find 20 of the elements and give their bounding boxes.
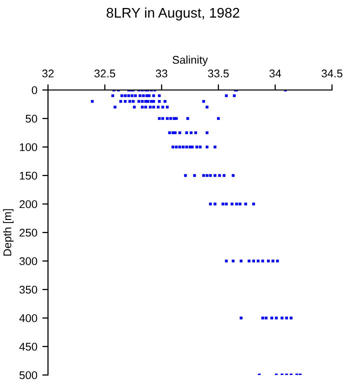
y-tick-label: 400 (19, 314, 38, 322)
y-tick-label: 250 (20, 228, 38, 237)
y-tick-label: 350 (19, 286, 38, 294)
y-axis-title: Depth [m] (3, 209, 14, 256)
y-tick-label: 50 (26, 114, 38, 123)
chart-title: 8LRY in August, 1982 (106, 8, 240, 20)
x-tick-label: 32 (42, 70, 54, 78)
x-tick-label: 33 (156, 70, 168, 78)
y-tick-label: 300 (19, 257, 38, 266)
y-tick-label: 150 (20, 172, 38, 180)
y-tick-label: 0 (32, 86, 38, 94)
y-tick-label: 500 (19, 371, 38, 380)
x-tick-label: 32.5 (94, 70, 116, 78)
y-tick-label: 200 (20, 200, 38, 208)
x-tick-label: 33.5 (208, 70, 229, 78)
x-tick-label: 34.5 (322, 70, 342, 78)
y-tick-label: 100 (20, 143, 38, 152)
x-axis-title: Salinity (172, 56, 208, 66)
x-tick-label: 34 (269, 70, 282, 78)
y-tick-label: 450 (19, 342, 38, 351)
